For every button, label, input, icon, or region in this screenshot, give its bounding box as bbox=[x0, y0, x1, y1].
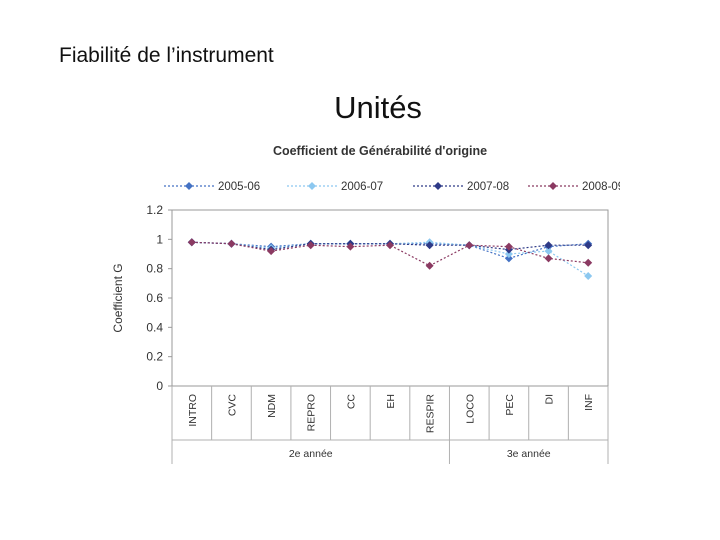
chart-legend: 2005-06 2006-07 2007-08 2008-09 bbox=[164, 181, 620, 193]
group-label: 3e année bbox=[507, 448, 551, 460]
generalizability-chart: Coefficient de Générabilité d'origine 20… bbox=[111, 144, 620, 464]
x-tick-label: INTRO bbox=[187, 394, 199, 427]
data-point bbox=[504, 250, 513, 258]
data-point bbox=[504, 254, 513, 263]
legend-marker bbox=[185, 182, 193, 190]
data-point bbox=[386, 241, 394, 250]
data-point bbox=[306, 241, 315, 250]
slide-heading: Fiabilité de l’instrument bbox=[59, 44, 274, 67]
legend-marker bbox=[434, 182, 442, 190]
data-point bbox=[425, 241, 434, 250]
data-point bbox=[465, 241, 474, 250]
x-tick-label: PEC bbox=[504, 394, 516, 416]
x-tick-label: EH bbox=[385, 394, 397, 409]
data-point bbox=[584, 258, 593, 267]
legend-label: 2006-07 bbox=[341, 181, 383, 193]
data-point bbox=[544, 254, 553, 263]
series-line bbox=[191, 241, 589, 260]
x-tick-label: CVC bbox=[226, 394, 238, 417]
data-point bbox=[584, 241, 593, 250]
legend-label: 2008-09 bbox=[582, 181, 620, 193]
data-point bbox=[504, 242, 513, 251]
x-tick-label: LOCO bbox=[464, 394, 476, 424]
data-point bbox=[346, 242, 355, 251]
data-point bbox=[584, 272, 593, 280]
x-tick-label: CC bbox=[345, 394, 357, 410]
x-tick-label: RESPIR bbox=[425, 394, 437, 434]
x-tick-label: REPRO bbox=[306, 394, 318, 431]
data-point bbox=[227, 239, 236, 248]
y-tick-label: 1.2 bbox=[146, 203, 163, 217]
plot-area: 0 0.2 0.4 0.6 0.8 1 1.2 Coefficient G INTRO CVC ND… bbox=[111, 203, 609, 464]
data-point bbox=[267, 247, 276, 256]
data-point bbox=[187, 238, 196, 247]
slide-title: Unités bbox=[334, 90, 422, 125]
y-tick-label: 0 bbox=[156, 379, 163, 393]
y-tick-label: 0.6 bbox=[146, 291, 163, 305]
x-tick-label: DI bbox=[544, 394, 556, 405]
y-tick-label: 0.8 bbox=[146, 262, 163, 276]
legend-label: 2007-08 bbox=[467, 181, 509, 193]
chart-title: Coefficient de Générabilité d'origine bbox=[273, 144, 487, 158]
y-tick-label: 0.4 bbox=[146, 320, 163, 334]
y-tick-label: 0.2 bbox=[146, 350, 163, 364]
y-tick-label: 1 bbox=[156, 232, 163, 246]
data-point bbox=[544, 241, 553, 250]
x-tick-label: INF bbox=[583, 394, 595, 411]
data-point bbox=[544, 247, 553, 256]
plot-frame bbox=[171, 209, 609, 387]
legend-label: 2005-06 bbox=[218, 181, 260, 193]
x-tick-label: NDM bbox=[266, 394, 278, 418]
legend-marker bbox=[549, 182, 557, 190]
y-axis-label: Coefficient G bbox=[111, 263, 125, 332]
group-label: 2e année bbox=[289, 448, 333, 460]
data-point bbox=[425, 261, 434, 270]
legend-marker bbox=[308, 182, 316, 190]
